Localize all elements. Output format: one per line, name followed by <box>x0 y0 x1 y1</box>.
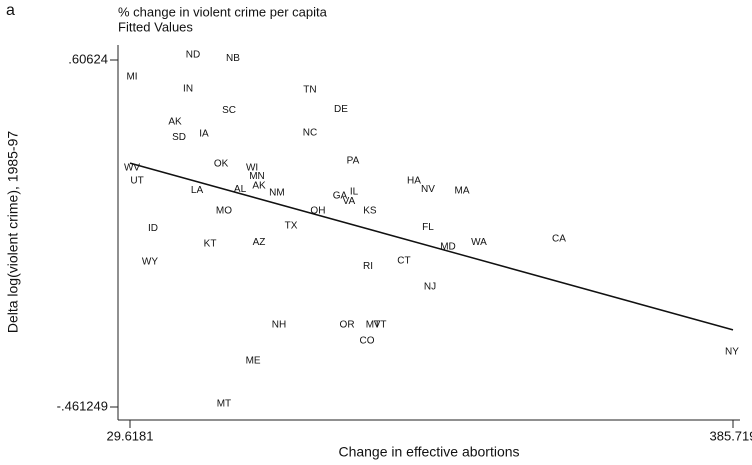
y-axis-title: Delta log(violent crime), 1985-97 <box>5 131 21 334</box>
x-tick-label: 385.719 <box>710 428 752 443</box>
x-tick-label: 29.6181 <box>107 428 154 443</box>
point-label: MT <box>366 320 380 331</box>
point-label: AL <box>234 184 247 195</box>
point-label: CO <box>360 336 375 347</box>
point-label: NY <box>725 347 739 358</box>
point-label: AK <box>252 181 266 192</box>
point-label: MA <box>455 186 470 197</box>
y-tick-label: .60624 <box>68 51 108 66</box>
point-label: MN <box>249 171 265 182</box>
point-label: UT <box>130 176 143 187</box>
point-label: MO <box>216 206 232 217</box>
point-label: HA <box>407 176 421 187</box>
point-label: MT <box>217 399 231 410</box>
point-label: IA <box>199 129 209 140</box>
panel-label: a <box>6 2 15 19</box>
point-label: OK <box>214 159 229 170</box>
point-label: NH <box>272 320 286 331</box>
legend-entry: % change in violent crime per capita <box>118 4 328 19</box>
point-label: CT <box>397 256 410 267</box>
point-label: ND <box>186 50 200 61</box>
x-axis-title: Change in effective abortions <box>338 444 519 460</box>
point-label: ME <box>246 356 261 367</box>
point-label: MD <box>440 242 456 253</box>
point-label: IN <box>183 84 193 95</box>
fitted-line <box>129 162 734 331</box>
point-label: PA <box>347 155 360 166</box>
point-label: ID <box>148 223 158 234</box>
point-label: KT <box>204 239 217 250</box>
point-label: WA <box>471 237 487 248</box>
point-label: RI <box>363 261 373 272</box>
legend-entry: Fitted Values <box>118 19 193 34</box>
point-label: TN <box>303 85 316 96</box>
point-label: LA <box>191 185 204 196</box>
point-label: VA <box>343 196 356 207</box>
point-label: OH <box>310 206 325 217</box>
point-label: KS <box>363 206 377 217</box>
point-label: WV <box>124 163 140 174</box>
point-label: CA <box>552 234 566 245</box>
point-label: NB <box>226 53 240 64</box>
point-label: TX <box>285 221 298 232</box>
point-label: OR <box>340 320 355 331</box>
point-label: WI <box>246 163 258 174</box>
point-label: NV <box>421 184 435 195</box>
point-label: AK <box>168 116 182 127</box>
y-tick-label: -.461249 <box>57 398 108 413</box>
point-label: SC <box>222 105 236 116</box>
point-label: SD <box>172 132 186 143</box>
point-label: AZ <box>253 237 266 248</box>
point-label: DE <box>334 104 348 115</box>
point-label: MI <box>126 72 137 83</box>
point-label: NC <box>303 128 317 139</box>
point-label: NJ <box>424 282 436 293</box>
point-label: NM <box>269 188 285 199</box>
point-label: WY <box>142 257 158 268</box>
point-label: VT <box>374 320 387 331</box>
point-label: GA <box>333 191 348 202</box>
point-label: IL <box>350 187 359 198</box>
point-label: FL <box>422 222 434 233</box>
